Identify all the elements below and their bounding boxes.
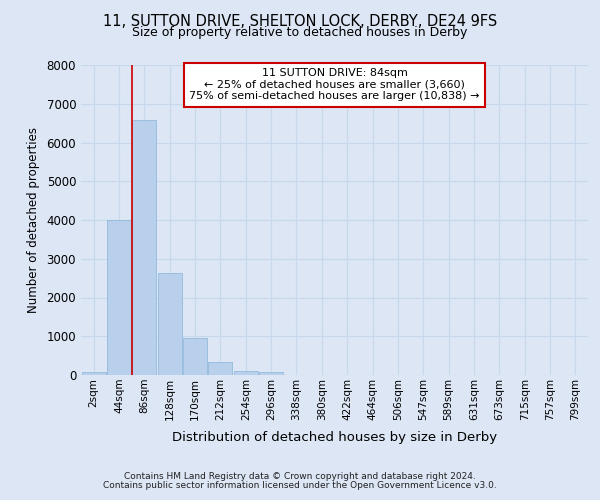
Bar [107, 220, 131, 375]
Text: Contains public sector information licensed under the Open Government Licence v3: Contains public sector information licen… [103, 481, 497, 490]
Bar [82, 372, 106, 375]
X-axis label: Distribution of detached houses by size in Derby: Distribution of detached houses by size … [172, 431, 497, 444]
Text: Contains HM Land Registry data © Crown copyright and database right 2024.: Contains HM Land Registry data © Crown c… [124, 472, 476, 481]
Bar [183, 338, 207, 375]
Bar [208, 362, 232, 375]
Bar [133, 120, 157, 375]
Text: 11, SUTTON DRIVE, SHELTON LOCK, DERBY, DE24 9FS: 11, SUTTON DRIVE, SHELTON LOCK, DERBY, D… [103, 14, 497, 29]
Bar [234, 370, 258, 375]
Bar [158, 274, 182, 375]
Text: Size of property relative to detached houses in Derby: Size of property relative to detached ho… [133, 26, 467, 39]
Y-axis label: Number of detached properties: Number of detached properties [26, 127, 40, 313]
Bar [259, 372, 283, 375]
Text: 11 SUTTON DRIVE: 84sqm
← 25% of detached houses are smaller (3,660)
75% of semi-: 11 SUTTON DRIVE: 84sqm ← 25% of detached… [189, 68, 480, 102]
